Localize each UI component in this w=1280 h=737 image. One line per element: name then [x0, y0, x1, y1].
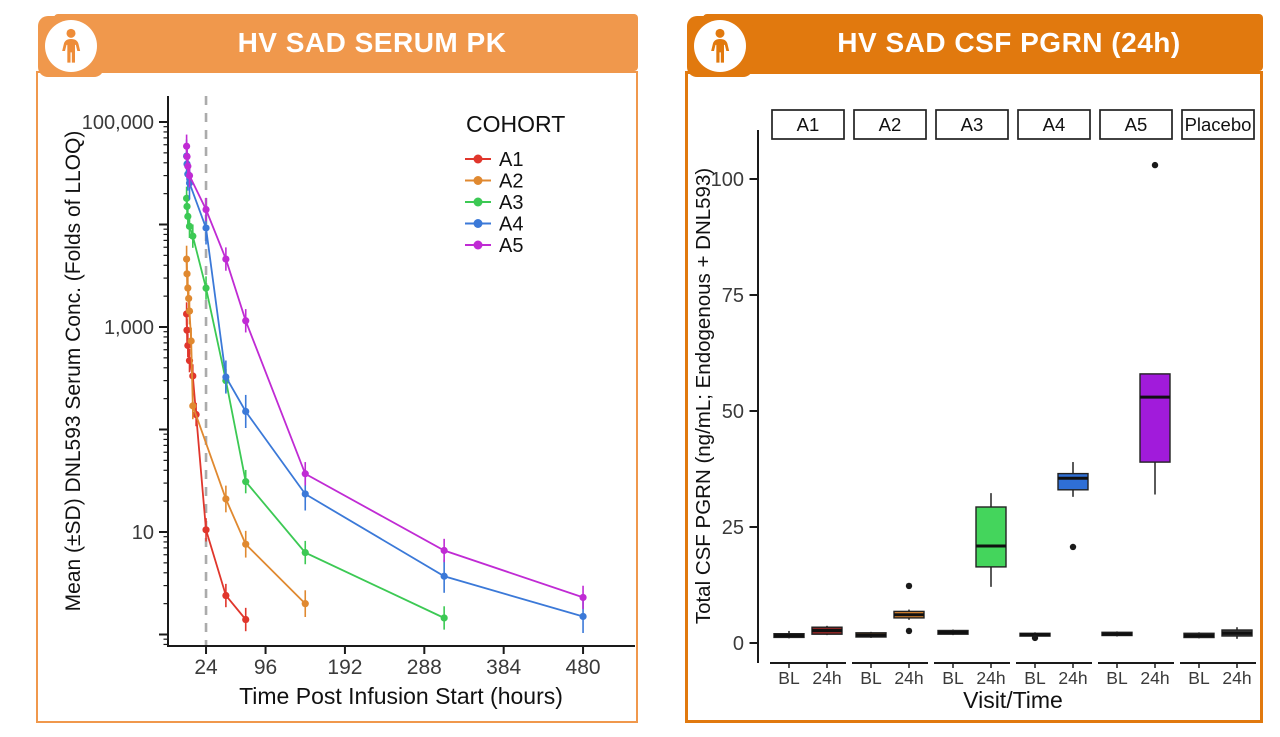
svg-text:BL: BL [1106, 668, 1128, 688]
svg-text:A1: A1 [499, 149, 523, 171]
person-icon-circle [45, 20, 97, 72]
csf-pgrn-title: HV SAD CSF PGRN (24h) [837, 26, 1181, 58]
svg-text:24h: 24h [1222, 668, 1251, 688]
svg-text:Time Post Infusion Start (hour: Time Post Infusion Start (hours) [239, 683, 563, 709]
svg-text:COHORT: COHORT [466, 111, 565, 137]
series-A4 [183, 139, 587, 633]
facet-A3: A3 BL 24h [934, 109, 1010, 688]
svg-text:A3: A3 [499, 192, 523, 214]
svg-text:25: 25 [722, 517, 744, 539]
svg-text:0: 0 [733, 633, 744, 655]
svg-text:A1: A1 [797, 114, 820, 135]
svg-text:24h: 24h [1140, 668, 1169, 688]
svg-text:384: 384 [486, 656, 521, 679]
facet-A5: A5 BL 24h [1098, 109, 1174, 688]
series-A5 [183, 134, 587, 610]
facet-Placebo: Placebo BL 24h [1180, 109, 1256, 688]
csf-pgrn-card: HV SAD CSF PGRN (24h) 0 25 50 75 100 Total CS… [685, 14, 1263, 723]
svg-text:288: 288 [407, 656, 442, 679]
svg-text:1,000: 1,000 [104, 317, 154, 339]
facet-strip [1099, 109, 1173, 140]
svg-text:BL: BL [1188, 668, 1210, 688]
svg-text:96: 96 [254, 656, 277, 679]
svg-text:192: 192 [327, 656, 362, 679]
svg-text:BL: BL [778, 668, 800, 688]
facet-A2: A2 BL 24h [852, 109, 928, 688]
svg-text:A2: A2 [499, 171, 523, 193]
svg-text:24h: 24h [812, 668, 841, 688]
svg-text:480: 480 [566, 656, 601, 679]
outlier-point [1151, 161, 1159, 169]
facet-strip [771, 109, 845, 140]
serum-pk-header: HV SAD SERUM PK [54, 14, 638, 71]
svg-text:A2: A2 [879, 114, 902, 135]
person-icon-badge [687, 16, 753, 77]
svg-text:24: 24 [194, 656, 218, 679]
svg-text:A5: A5 [499, 235, 523, 257]
svg-text:10: 10 [132, 522, 154, 544]
outlier-point [1031, 634, 1039, 642]
person-icon-circle [694, 20, 746, 72]
serum-pk-title: HV SAD SERUM PK [237, 26, 507, 58]
box-A5-24h [1139, 373, 1171, 463]
facet-strip [1181, 109, 1255, 140]
facet-strip [935, 109, 1009, 140]
svg-text:A5: A5 [1125, 114, 1148, 135]
svg-text:BL: BL [860, 668, 882, 688]
outlier-point [1069, 543, 1077, 551]
svg-text:BL: BL [942, 668, 964, 688]
svg-text:A4: A4 [499, 214, 523, 236]
facet-A4: A4 BL 24h [1016, 109, 1092, 688]
person-icon-badge [38, 16, 104, 77]
facet-strip [1017, 109, 1091, 140]
svg-text:24h: 24h [976, 668, 1005, 688]
svg-text:24h: 24h [1058, 668, 1087, 688]
facet-strip [853, 109, 927, 140]
svg-text:Visit/Time: Visit/Time [963, 687, 1063, 713]
svg-text:Total CSF PGRN (ng/mL; Endogen: Total CSF PGRN (ng/mL; Endogenous + DNL5… [692, 168, 715, 624]
person-icon [62, 28, 81, 63]
serum-pk-card: HV SAD SERUM PK 100,000 1,000 10 24 96 192 288… [36, 14, 638, 723]
serum-pk-body: 100,000 1,000 10 24 96 192 288 384 480 Time Post … [36, 71, 638, 723]
svg-text:BL: BL [1024, 668, 1046, 688]
csf-pgrn-body: 0 25 50 75 100 Total CSF PGRN (ng/mL; Endogen… [685, 71, 1263, 723]
svg-text:Placebo: Placebo [1185, 114, 1252, 135]
svg-text:A3: A3 [961, 114, 984, 135]
series-A3 [183, 186, 448, 630]
series-A2 [183, 245, 309, 618]
facet-A1: A1 BL 24h [770, 109, 846, 688]
outlier-point [905, 582, 913, 590]
outlier-point [905, 627, 913, 635]
svg-text:75: 75 [722, 285, 744, 307]
svg-text:100,000: 100,000 [82, 112, 154, 134]
csf-pgrn-header: HV SAD CSF PGRN (24h) [703, 14, 1263, 71]
svg-text:A4: A4 [1043, 114, 1066, 135]
series-A1 [183, 302, 250, 632]
svg-text:24h: 24h [894, 668, 923, 688]
box-A3-24h [975, 506, 1007, 568]
svg-text:50: 50 [722, 401, 744, 423]
svg-text:Mean (±SD) DNL593 Serum Conc.: Mean (±SD) DNL593 Serum Conc. (Folds of … [62, 131, 85, 612]
svg-text:100: 100 [711, 169, 744, 191]
person-icon [711, 28, 730, 63]
box-A4-24h [1057, 472, 1089, 491]
